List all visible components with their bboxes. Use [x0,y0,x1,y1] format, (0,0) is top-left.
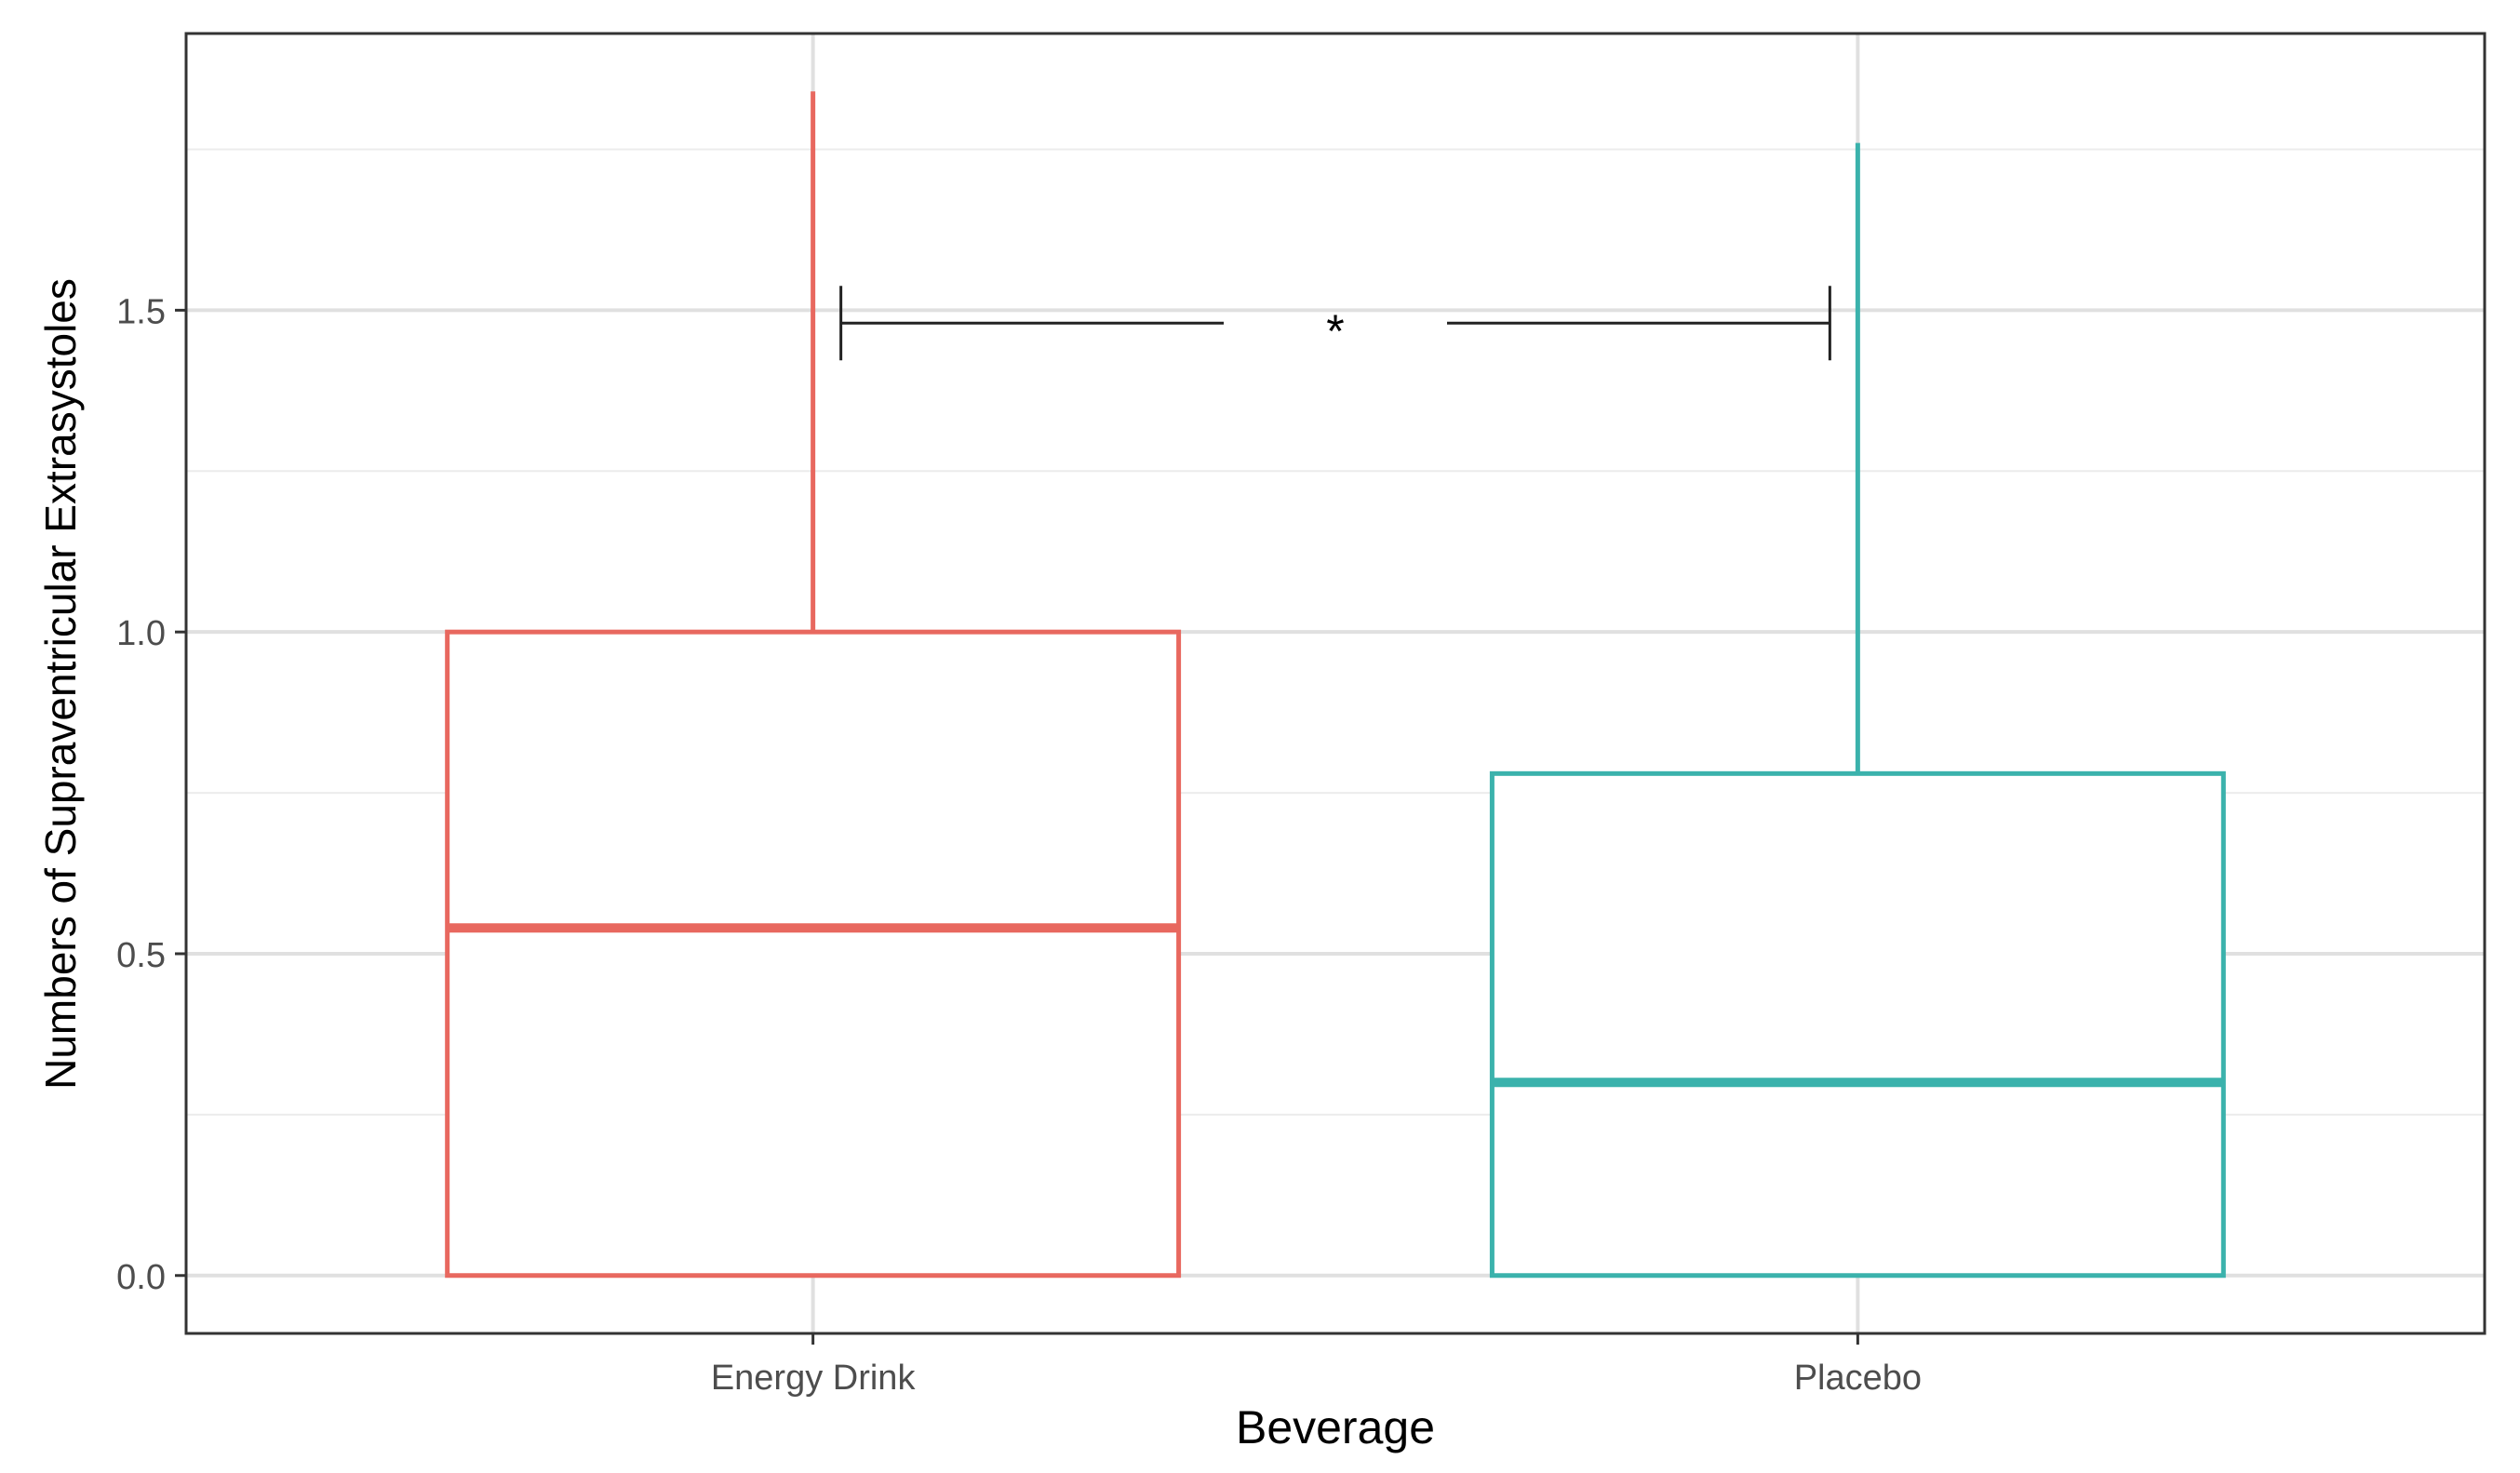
box-group [1489,142,2226,1279]
y-tick-label: 1.0 [116,614,166,653]
x-axis-title: Beverage [1236,1401,1435,1453]
x-tick-label: Placebo [1794,1359,1922,1398]
plot-border [184,32,2486,1335]
y-tick-label: 0.0 [116,1258,166,1297]
box-layer [445,91,2226,1279]
annotation-layer: * [839,286,1831,361]
significance-label: * [1326,305,1344,357]
significance-bracket: * [839,286,1831,361]
box [1489,770,2226,1279]
axis-layer: 0.0 0.5 1.0 1.5 Energy Drink Placebo [116,292,1922,1398]
box [445,629,1182,1279]
y-tick-label: 0.5 [116,936,166,975]
y-axis-title: Numbers of Supraventricular Extrasystole… [36,278,85,1090]
x-tick-label: Energy Drink [711,1359,917,1398]
box-group [445,91,1182,1279]
y-tick-label: 1.5 [116,292,166,331]
